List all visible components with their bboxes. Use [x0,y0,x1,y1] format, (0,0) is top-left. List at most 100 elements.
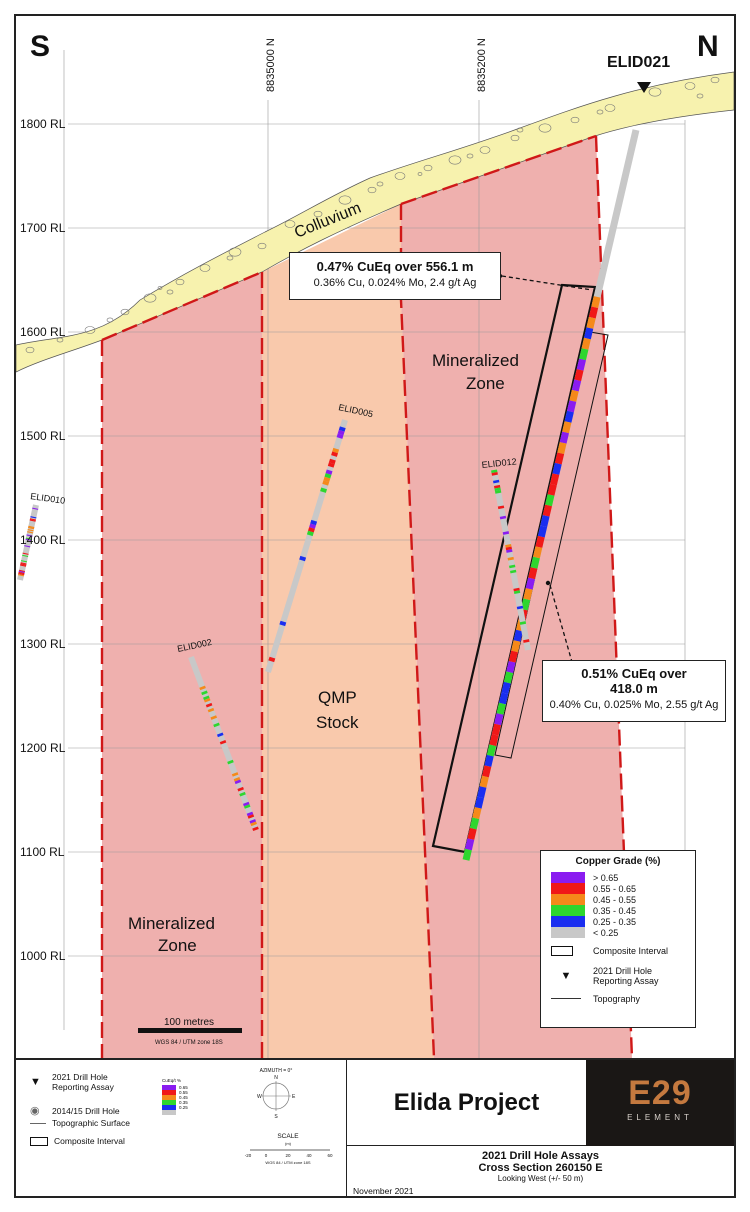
scale-bar [138,1028,242,1033]
legend-grade-row: 0.35 - 0.45 [551,905,695,916]
elid010-label[interactable]: ELID010 [30,491,66,506]
legend-drill-row: ▼ 2021 Drill Hole Reporting Assay [551,965,695,987]
subtitle-line3: Looking West (+/- 50 m) [497,1174,584,1183]
scale-bar-datum: WGS 84 / UTM zone 18S [155,1040,223,1046]
callout-lower-headline-1: 0.51% CuEq over [581,666,687,681]
date-label: November 2021 [353,1186,414,1196]
south-label: S [30,30,50,63]
svg-text:0: 0 [265,1153,268,1158]
mineralized-zone-west [102,272,262,1058]
bl-drill-2014: ◉ 2014/15 Drill Hole [30,1105,120,1117]
legend-swatch [551,883,585,894]
svg-text:1400 RL: 1400 RL [20,533,66,547]
callout-lower-detail: 0.40% Cu, 0.025% Mo, 2.55 g/t Ag [549,699,719,711]
svg-text:1200 RL: 1200 RL [20,741,66,755]
callout-lower[interactable]: 0.51% CuEq over 418.0 m 0.40% Cu, 0.025%… [542,660,726,722]
drill-hole-elid005[interactable] [265,419,348,673]
svg-text:1700 RL: 1700 RL [20,221,66,235]
azimuth-compass: AZIMUTH = 0° N W E S [257,1068,296,1120]
scale-bar-label: 100 metres [164,1017,214,1028]
svg-text:W: W [257,1094,262,1100]
callout-lower-leader [549,584,573,663]
callout-lower-headline-2: 418.0 m [610,681,658,696]
svg-text:WGS 84 / UTM zone 18S: WGS 84 / UTM zone 18S [265,1160,310,1165]
mz-east-label-1: Mineralized [432,351,519,370]
svg-text:AZIMUTH = 0°: AZIMUTH = 0° [260,1068,293,1074]
svg-text:40: 40 [306,1153,312,1158]
svg-text:1600 RL: 1600 RL [20,325,66,339]
mz-west-label-1: Mineralized [128,914,215,933]
legend-topo-row: Topography [551,993,695,1004]
logo-mark: E29 [628,1074,692,1112]
callout-upper-headline: 0.47% CuEq over 556.1 m [316,259,474,274]
logo-word: ELEMENT [627,1113,693,1122]
composite-icon [30,1136,48,1146]
elid021-label[interactable]: ELID021 [607,54,670,71]
svg-text:1000 RL: 1000 RL [20,949,66,963]
mz-west-label-2: Zone [158,936,197,955]
legend-title: Copper Grade (%) [575,856,661,867]
svg-text:-20: -20 [245,1153,252,1158]
legend-swatch [551,905,585,916]
drill-2014-icon: ◉ [30,1105,40,1117]
legend-grade-row: 0.25 - 0.35 [551,916,695,927]
svg-text:1300 RL: 1300 RL [20,637,66,651]
bl-drill-2021: ▼ 2021 Drill Hole Reporting Assay [30,1072,114,1092]
legend-grade-row: 0.55 - 0.65 [551,883,695,894]
drill-hole-elid021[interactable] [462,129,640,861]
mz-east-label-2: Zone [466,374,505,393]
topo-line-symbol [551,998,581,999]
subtitle-line1: 2021 Drill Hole Assays [482,1150,599,1162]
svg-text:60: 60 [327,1153,333,1158]
svg-text:1800 RL: 1800 RL [20,117,66,131]
svg-text:N: N [274,1075,278,1081]
legend-grade-row: > 0.65 [551,872,695,883]
svg-text:20: 20 [285,1153,291,1158]
subtitle-block: 2021 Drill Hole Assays Cross Section 260… [346,1146,734,1198]
drill-hole-elid002[interactable] [188,655,259,832]
composite-symbol [551,945,573,956]
svg-text:S: S [274,1114,278,1120]
drill-triangle-icon: ▼ [560,970,572,982]
svg-text:(m): (m) [285,1141,292,1146]
callout-upper-leader [501,275,593,291]
qmp-label-1: QMP [318,688,357,707]
callout-upper-detail: 0.36% Cu, 0.024% Mo, 2.4 g/t Ag [313,277,477,289]
subtitle-line2: Cross Section 260150 E [478,1162,603,1174]
rl-labels: 1800 RL 1700 RL 1600 RL 1500 RL 1400 RL … [20,117,66,963]
callout-upper[interactable]: 0.47% CuEq over 556.1 m 0.36% Cu, 0.024%… [289,252,501,300]
e29-logo: E29 ELEMENT [586,1060,734,1146]
drill-2021-icon: ▼ [30,1076,41,1088]
elid021-collar-marker[interactable] [637,82,651,93]
colluvium-layer [16,71,734,373]
north-label: N [697,30,719,63]
bl-topo: Topographic Surface [30,1118,130,1128]
legend-swatch [551,872,585,883]
mini-scale: SCALE (m) -20 0 20 40 60 WGS 84 / UTM zo… [245,1133,333,1165]
drill-hole-elid012[interactable] [491,469,531,651]
legend-grade-row: 0.45 - 0.55 [551,894,695,905]
legend-composite-row: Composite Interval [551,945,695,956]
svg-text:1500 RL: 1500 RL [20,429,66,443]
qmp-label-2: Stock [316,713,359,732]
topo-line-icon [30,1122,46,1124]
title-block: ▼ 2021 Drill Hole Reporting Assay ◉ 2014/… [16,1058,734,1198]
project-title: Elida Project [346,1060,586,1146]
colluvium-pebbles [25,76,720,354]
bl-composite: Composite Interval [30,1136,125,1146]
legend-swatch [551,927,585,938]
mini-grade-legend: CuEq/t % 0.65 0.55 0.45 0.35 0.25 [162,1078,188,1115]
drill-hole-elid010[interactable] [17,504,39,581]
legend-swatch [551,894,585,905]
elid012-label[interactable]: ELID012 [481,456,517,470]
copper-grade-legend: Copper Grade (%) > 0.65 0.55 - 0.65 0.45… [540,850,696,1028]
geologic-contacts [100,134,634,1058]
northing-8835000: 8835000 N [265,38,277,92]
northing-8835200: 8835200 N [476,38,488,92]
svg-text:SCALE: SCALE [277,1133,299,1140]
map-frame [14,14,736,1198]
legend-grade-row: < 0.25 [551,927,695,938]
legend-swatch [551,916,585,927]
svg-text:1100 RL: 1100 RL [20,845,65,859]
